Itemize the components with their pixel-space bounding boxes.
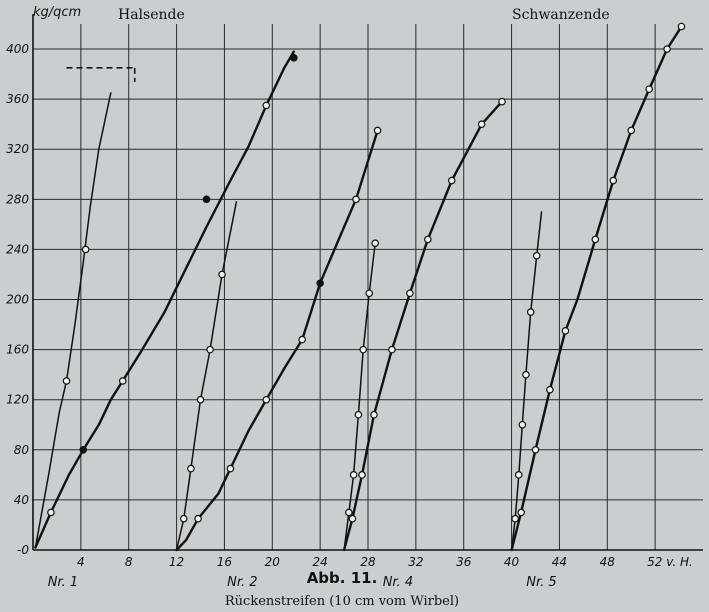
data-point-nr-5 <box>522 370 530 379</box>
chart-grid <box>33 24 703 550</box>
data-point-nr-2 <box>352 195 360 204</box>
data-point-nr-4 <box>477 120 486 128</box>
data-point-nr-2 <box>226 464 235 473</box>
x-tick-label: 28 <box>360 555 376 569</box>
data-point-nr-2 <box>298 335 306 344</box>
data-point-nr-5 <box>677 22 686 31</box>
data-point-nr-2 <box>179 514 188 523</box>
data-point-nr-5 <box>532 251 541 260</box>
data-point-nr-5 <box>526 308 535 316</box>
y-tick-label: 120 <box>6 393 29 407</box>
y-tick-label: 400 <box>6 42 29 56</box>
x-tick-label: 36 <box>456 555 472 569</box>
data-point-nr-1 <box>118 377 127 385</box>
data-point-nr-5 <box>511 514 519 523</box>
series-line-nr-1-thick <box>34 50 295 549</box>
figure-caption: Abb. 11. <box>307 569 378 587</box>
chart-axes <box>32 14 703 551</box>
x-tick-label: 12 <box>169 555 184 569</box>
data-point-nr-4 <box>358 471 366 479</box>
y-tick-label: 40 <box>14 493 30 507</box>
data-point-nr-2 <box>262 395 271 404</box>
data-point-nr-1 <box>202 195 211 204</box>
data-point-nr-5 <box>609 176 618 185</box>
data-point-nr-4 <box>365 289 373 298</box>
series-line-nr-5-thick <box>510 25 683 552</box>
y-tick-label: 80 <box>14 443 30 457</box>
series-label-nr-4: Nr. 4 <box>383 575 413 590</box>
data-point-nr-2 <box>218 270 226 279</box>
data-point-nr-4 <box>349 471 358 479</box>
x-tick-label: 48 <box>600 555 616 569</box>
y-axis-unit-label: kg/qcm <box>33 5 81 20</box>
data-point-nr-5 <box>627 126 636 135</box>
x-tick-labels: 4 8 12 16 20 24 28 32 36 40 44 48 52 v. H. <box>77 555 693 569</box>
x-tick-label: 52 v. H. <box>647 555 693 569</box>
header-left-label: Halsende <box>118 7 185 23</box>
series-labels: Nr. 1 Nr. 2 Nr. 4 Nr. 5 <box>48 575 557 590</box>
data-point-nr-4 <box>406 289 414 298</box>
chart-points <box>47 22 686 523</box>
series-label-nr-1: Nr. 1 <box>48 575 78 590</box>
y-tick-label: 240 <box>6 242 29 256</box>
x-tick-label: 16 <box>217 555 233 569</box>
data-point-nr-4 <box>345 508 353 517</box>
data-point-nr-5 <box>517 508 525 517</box>
data-point-nr-5 <box>514 471 523 479</box>
data-point-nr-4 <box>348 514 357 523</box>
data-point-nr-5 <box>663 45 671 53</box>
series-line-nr-1-thin <box>34 92 112 549</box>
y-tick-label: 280 <box>6 192 29 206</box>
x-tick-label: 4 <box>77 555 85 569</box>
x-tick-label: 20 <box>265 555 281 569</box>
data-point-nr-5 <box>531 446 540 454</box>
series-line-nr-4-thick <box>342 100 504 552</box>
y-tick-label: 200 <box>6 293 29 307</box>
x-tick-label: 8 <box>125 555 133 569</box>
data-point-nr-4 <box>371 239 379 247</box>
data-point-nr-5 <box>591 235 600 244</box>
data-point-nr-5 <box>645 85 653 93</box>
data-point-nr-2 <box>196 395 205 404</box>
data-point-nr-4 <box>388 345 396 354</box>
data-point-nr-4 <box>354 410 363 419</box>
data-point-nr-1 <box>81 245 90 254</box>
y-tick-label: 160 <box>6 343 29 357</box>
data-point-nr-2 <box>194 514 202 523</box>
y-tick-label: 320 <box>6 142 29 156</box>
data-point-nr-4 <box>370 410 378 419</box>
data-point-nr-2 <box>316 279 324 288</box>
data-point-nr-1 <box>79 446 88 454</box>
x-tick-label: 24 <box>313 555 328 569</box>
series-label-nr-2: Nr. 2 <box>227 575 257 590</box>
data-point-nr-4 <box>359 345 368 354</box>
data-point-nr-2 <box>187 464 195 473</box>
y-tick-label: 360 <box>6 92 29 106</box>
data-point-nr-5 <box>518 420 527 429</box>
data-point-nr-4 <box>447 176 456 185</box>
series-label-nr-5: Nr. 5 <box>526 575 556 590</box>
x-tick-label: 44 <box>552 555 567 569</box>
series-line-nr-5-thin <box>510 211 543 551</box>
y-tick-label: -0 <box>17 543 29 557</box>
y-tick-labels: -0 40 80 120 160 200 240 280 320 360 400 <box>6 42 29 557</box>
data-point-nr-4 <box>424 235 432 244</box>
header-right-label: Schwanzende <box>512 7 610 23</box>
data-point-nr-2 <box>373 126 382 135</box>
figure-subcaption: Rückenstreifen (10 cm vom Wirbel) <box>225 594 459 609</box>
data-point-nr-1 <box>262 101 271 110</box>
data-point-nr-5 <box>561 327 570 335</box>
data-point-nr-1 <box>290 54 298 62</box>
data-point-nr-1 <box>62 377 71 385</box>
data-point-nr-4 <box>498 97 506 106</box>
data-point-nr-5 <box>546 385 554 394</box>
data-point-nr-1 <box>47 508 55 517</box>
x-tick-label: 32 <box>408 555 423 569</box>
x-tick-label: 40 <box>504 555 520 569</box>
data-point-nr-2 <box>206 345 214 354</box>
